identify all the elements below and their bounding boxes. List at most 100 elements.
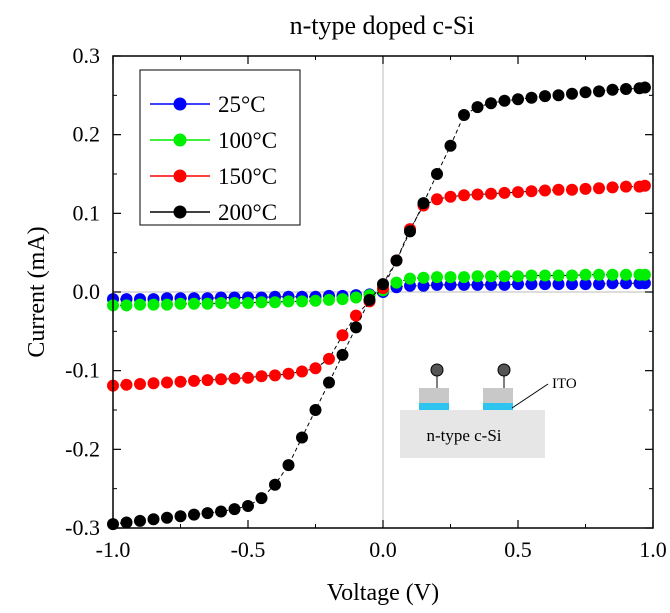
series-3 [107, 81, 651, 531]
legend-box [139, 69, 301, 226]
data-point [620, 83, 632, 95]
y-tick-label: -0.3 [65, 515, 100, 540]
data-point [404, 272, 416, 285]
data-point [134, 378, 146, 390]
data-point [336, 293, 349, 306]
data-point [539, 278, 551, 291]
data-point [336, 329, 349, 342]
data-point [566, 87, 578, 100]
data-point [458, 189, 470, 202]
data-point [188, 374, 200, 387]
data-point [350, 321, 362, 334]
data-point [309, 362, 322, 375]
chart-title: n-type doped c-Si [290, 11, 475, 40]
data-point [147, 298, 160, 311]
data-point [444, 139, 457, 152]
data-point [350, 291, 362, 304]
data-point [431, 193, 443, 206]
data-point [255, 492, 268, 505]
data-point [638, 179, 651, 192]
data-point [269, 478, 281, 491]
y-tick-label: -0.1 [65, 358, 100, 383]
data-point [390, 254, 403, 267]
y-tick-label: 0.0 [73, 279, 101, 304]
data-point [458, 271, 470, 284]
x-tick-label: -0.5 [231, 537, 266, 562]
x-tick-label: 0.5 [504, 537, 532, 562]
data-point [606, 277, 619, 290]
data-point [323, 376, 335, 389]
data-point [147, 513, 160, 526]
y-tick-label: 0.3 [73, 43, 101, 68]
data-point [620, 268, 632, 281]
data-point [215, 505, 227, 518]
data-point [363, 293, 376, 306]
legend-label: 25°C [218, 92, 266, 117]
data-point [201, 374, 214, 387]
data-point [417, 197, 430, 210]
data-point [134, 298, 146, 311]
legend-marker [173, 97, 187, 111]
data-point [404, 225, 416, 238]
data-point [242, 371, 254, 384]
data-point [485, 97, 497, 110]
data-point [620, 277, 632, 290]
data-point [174, 510, 187, 523]
data-point [512, 93, 524, 106]
series-1 [107, 268, 651, 312]
probe-tip-left-icon [430, 363, 444, 377]
data-point [309, 294, 322, 307]
data-point [282, 459, 295, 472]
data-point [444, 271, 457, 284]
x-tick-label: -1.0 [96, 537, 131, 562]
data-point [309, 404, 322, 416]
data-point [269, 296, 281, 309]
data-point [255, 296, 268, 309]
y-tick-label: 0.2 [73, 122, 101, 147]
ito-label: ITO [552, 376, 577, 392]
data-point [377, 278, 389, 291]
data-point [188, 508, 200, 521]
data-point [471, 188, 484, 201]
data-point [282, 367, 295, 380]
y-tick-label: 0.1 [73, 200, 101, 225]
data-point [606, 181, 619, 194]
data-point [498, 186, 511, 199]
ito-pointer-line [511, 383, 549, 409]
legend-marker [173, 205, 187, 219]
data-point [552, 278, 565, 291]
data-point [552, 89, 565, 102]
device-inset: ITO n-type c-Si [400, 363, 577, 458]
data-point [174, 297, 187, 310]
data-point [323, 352, 335, 365]
data-point [566, 269, 578, 282]
data-point [471, 101, 484, 114]
data-point [161, 511, 173, 524]
data-point [161, 298, 173, 311]
legend-label: 100°C [218, 128, 277, 153]
data-point [147, 377, 160, 390]
data-point [323, 293, 335, 306]
legend-marker [173, 169, 187, 183]
data-point [566, 278, 578, 291]
data-point [431, 271, 443, 284]
data-point [579, 268, 592, 281]
data-point [485, 270, 497, 283]
data-point [269, 369, 281, 382]
data-point [525, 269, 538, 282]
probe-tip-right-icon [497, 363, 511, 377]
data-point [431, 168, 443, 180]
x-tick-label: 0.0 [369, 537, 397, 562]
data-point [120, 378, 133, 391]
data-point [620, 180, 632, 193]
data-point [228, 372, 241, 385]
data-point [539, 90, 551, 103]
data-point [606, 83, 619, 96]
data-point [228, 503, 241, 516]
data-point [606, 268, 619, 281]
data-point [525, 278, 538, 291]
data-point [638, 277, 651, 290]
data-point [579, 182, 592, 195]
data-point [444, 190, 457, 203]
